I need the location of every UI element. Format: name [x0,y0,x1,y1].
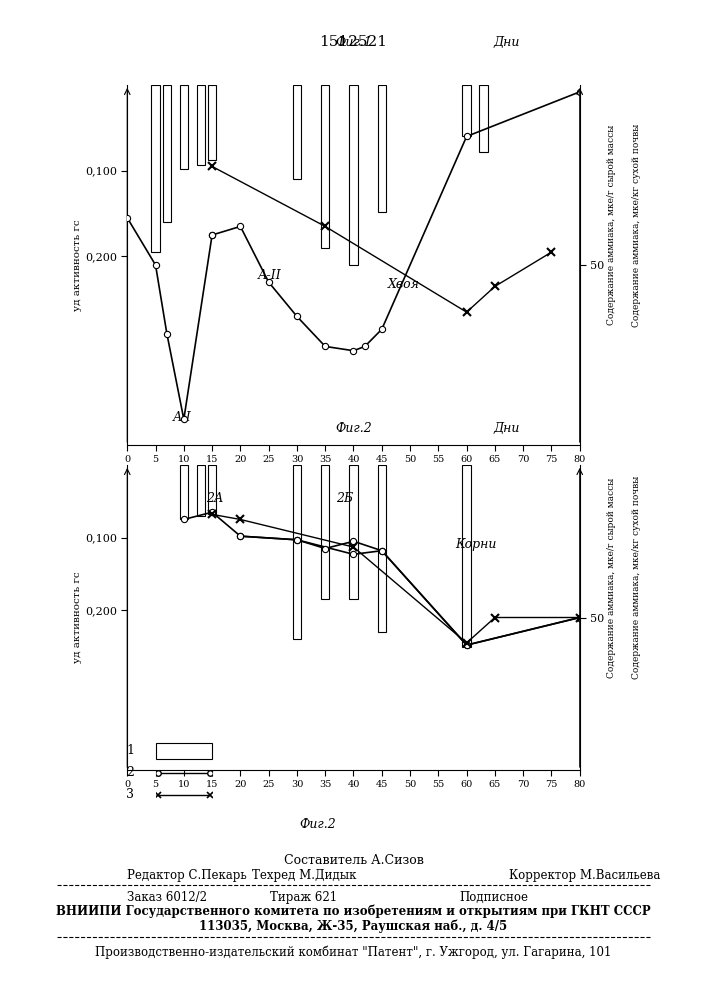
Text: Фиг.1: Фиг.1 [335,36,372,49]
Bar [180,85,188,169]
Bar [378,465,386,632]
Text: Техред М.Дидык: Техред М.Дидык [252,869,356,882]
Bar [479,85,488,152]
Text: Заказ 6012/2: Заказ 6012/2 [127,890,207,904]
Text: Производственно-издательский комбинат "Патент", г. Ужгород, ул. Гагарина, 101: Производственно-издательский комбинат "П… [95,945,612,959]
Bar [321,85,329,248]
Text: 2Б: 2Б [337,492,354,505]
Bar [293,465,301,639]
Bar [293,85,301,179]
Bar [151,85,160,252]
Text: Тираж 621: Тираж 621 [271,890,337,904]
Text: 2А: 2А [206,492,224,505]
Text: Содержание аммиака, мке/г сырой массы: Содержание аммиака, мке/г сырой массы [607,477,616,678]
Text: 1: 1 [127,744,134,758]
Text: Подписное: Подписное [460,890,529,904]
Bar [349,465,358,599]
Bar [208,85,216,160]
Text: Фиг.2: Фиг.2 [300,818,337,832]
Bar [197,465,205,516]
Text: Составитель А.Сизов: Составитель А.Сизов [284,854,423,866]
Text: Содержание аммиака, мке/г сырой массы: Содержание аммиака, мке/г сырой массы [607,125,616,325]
Y-axis label: уд активность гс: уд активность гс [73,219,82,311]
Bar [462,85,471,136]
Text: Содержание аммиака, мке/кг сухой почвы: Содержание аммиака, мке/кг сухой почвы [632,123,641,327]
Text: Корректор М.Васильева: Корректор М.Васильева [509,869,660,882]
Bar [349,85,358,265]
Text: Дни: Дни [493,422,520,435]
Bar [378,85,386,212]
Text: 113035, Москва, Ж-35, Раушская наб., д. 4/5: 113035, Москва, Ж-35, Раушская наб., д. … [199,919,508,933]
Bar [197,85,205,165]
Bar [208,465,216,514]
Text: ВНИИПИ Государственного комитета по изобретениям и открытиям при ГКНТ СССР: ВНИИПИ Государственного комитета по изоб… [56,904,651,918]
Text: А-I: А-I [173,411,192,424]
Text: 3: 3 [127,788,134,802]
Text: Корни: Корни [455,538,497,551]
Bar [180,465,188,519]
Text: Редактор С.Пекарь: Редактор С.Пекарь [127,869,247,882]
Bar [163,85,171,222]
Text: Хвоя: Хвоя [387,278,419,291]
Text: Содержание аммиака, мке/кг сухой почвы: Содержание аммиака, мке/кг сухой почвы [632,476,641,679]
Text: 1512521: 1512521 [320,35,387,49]
Text: Фиг.2: Фиг.2 [335,422,372,435]
Bar [321,465,329,599]
Bar [462,465,471,647]
Text: Дни: Дни [493,36,520,49]
Text: 2: 2 [127,766,134,780]
Y-axis label: уд активность гс: уд активность гс [73,572,82,663]
Text: А-II: А-II [257,269,281,282]
